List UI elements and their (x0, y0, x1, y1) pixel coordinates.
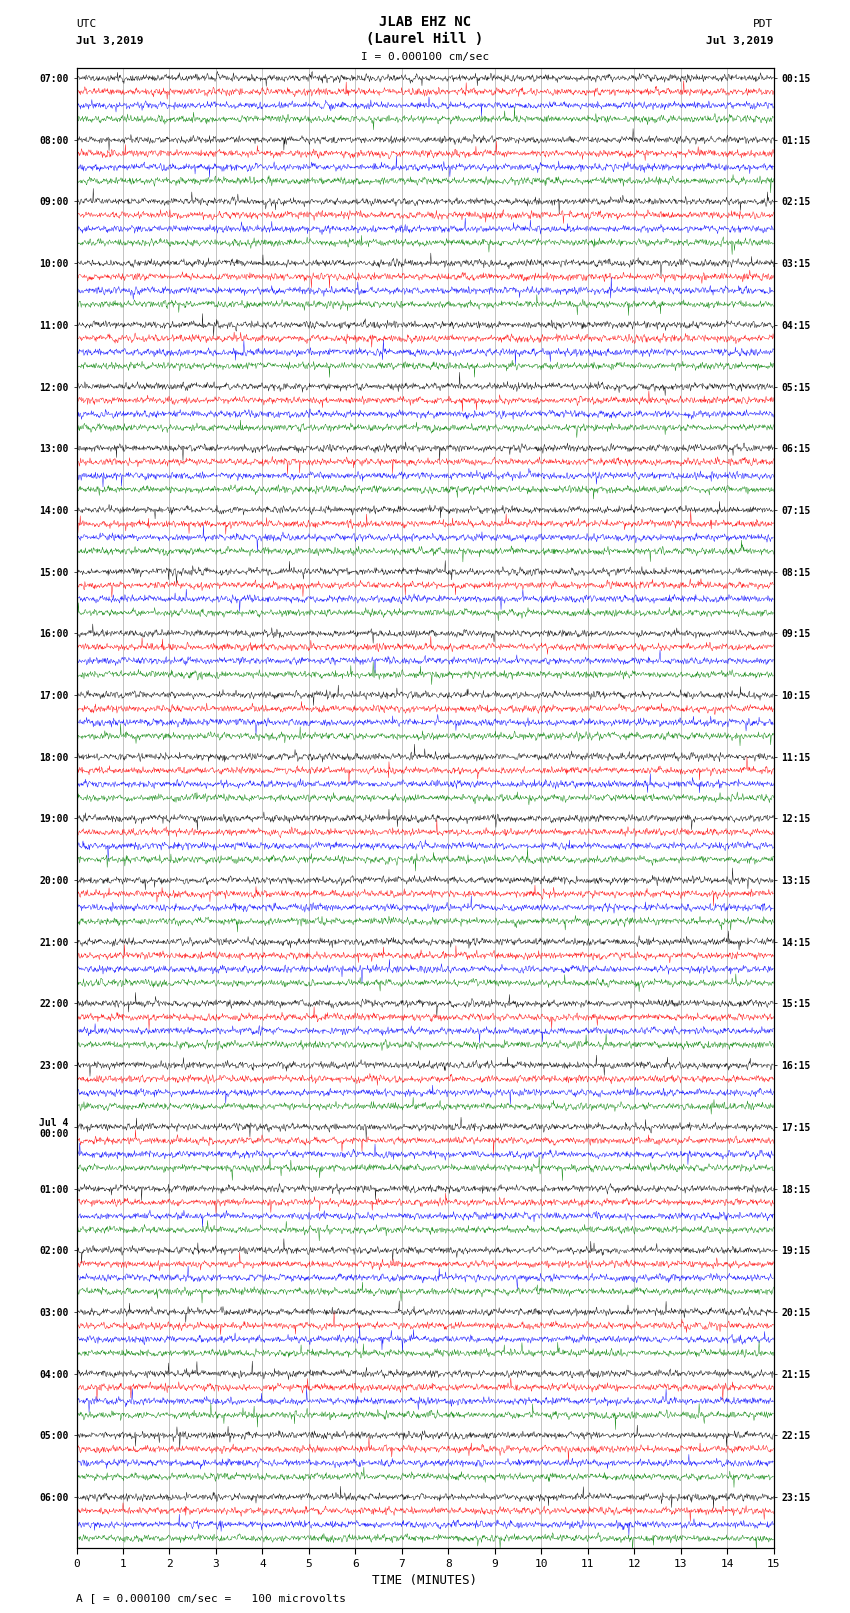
Text: Jul 3,2019: Jul 3,2019 (76, 35, 144, 45)
Text: (Laurel Hill ): (Laurel Hill ) (366, 32, 484, 45)
Text: A [ = 0.000100 cm/sec =   100 microvolts: A [ = 0.000100 cm/sec = 100 microvolts (76, 1594, 347, 1603)
Text: UTC: UTC (76, 19, 97, 29)
Text: Jul 3,2019: Jul 3,2019 (706, 35, 774, 45)
Text: PDT: PDT (753, 19, 774, 29)
Text: JLAB EHZ NC: JLAB EHZ NC (379, 15, 471, 29)
X-axis label: TIME (MINUTES): TIME (MINUTES) (372, 1574, 478, 1587)
Text: I = 0.000100 cm/sec: I = 0.000100 cm/sec (361, 52, 489, 63)
